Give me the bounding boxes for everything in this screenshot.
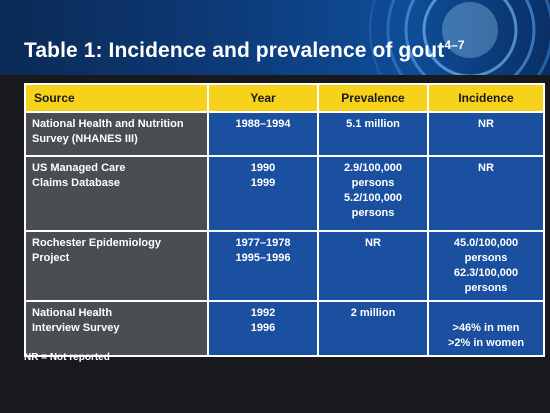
cell-line: persons: [351, 177, 395, 189]
cell-line: 5.2/100,000: [343, 192, 403, 204]
cell-line: 5.1 million: [346, 118, 400, 130]
cell-prevalence: 2 million: [317, 300, 429, 357]
cell-spacer: [435, 306, 537, 321]
cell-line: 1992: [250, 307, 276, 319]
title-band: Table 1: Incidence and prevalence of gou…: [0, 0, 550, 75]
cell-line: National Health and Nutrition: [32, 118, 184, 130]
slide-title-text: Table 1: Incidence and prevalence of gou…: [24, 39, 445, 62]
cell-source: National Health Interview Survey: [24, 300, 209, 357]
cell-source: US Managed Care Claims Database: [24, 155, 209, 232]
cell-line: 1996: [250, 322, 276, 334]
slide-title: Table 1: Incidence and prevalence of gou…: [24, 38, 465, 63]
header-year: Year: [207, 83, 319, 113]
cell-line: persons: [464, 282, 508, 294]
table-row: National Health Interview Survey 1992 19…: [24, 300, 545, 357]
cell-prevalence: 5.1 million: [317, 111, 429, 157]
slide-title-superscript: 4–7: [444, 38, 465, 52]
cell-source: Rochester Epidemiology Project: [24, 230, 209, 302]
cell-line: 1995–1996: [235, 252, 291, 264]
cell-line: persons: [464, 252, 508, 264]
cell-year: 1977–1978 1995–1996: [207, 230, 319, 302]
cell-line: National Health: [32, 307, 113, 319]
cell-source: National Health and Nutrition Survey (NH…: [24, 111, 209, 157]
cell-incidence: >46% in men >2% in women: [427, 300, 545, 357]
cell-line: US Managed Care: [32, 162, 126, 174]
table-row: US Managed Care Claims Database 1990 199…: [24, 155, 545, 232]
table-row: Rochester Epidemiology Project 1977–1978…: [24, 230, 545, 302]
cell-line: 1977–1978: [235, 237, 291, 249]
cell-line: 1990: [250, 162, 276, 174]
decorative-rings: [369, 0, 550, 75]
cell-year: 1988–1994: [207, 111, 319, 157]
cell-incidence: NR: [427, 155, 545, 232]
table-header-row: Source Year Prevalence Incidence: [24, 83, 545, 113]
cell-line: NR: [365, 237, 381, 249]
cell-line: Rochester Epidemiology: [32, 237, 161, 249]
table-row: National Health and Nutrition Survey (NH…: [24, 111, 545, 157]
cell-line: Project: [32, 252, 70, 264]
cell-year: 1990 1999: [207, 155, 319, 232]
cell-line: persons: [351, 207, 395, 219]
gout-table: Source Year Prevalence Incidence Nationa…: [24, 83, 545, 357]
cell-line: NR: [478, 118, 494, 130]
cell-line: Survey (NHANES III): [32, 133, 138, 145]
header-source: Source: [24, 83, 209, 113]
cell-prevalence: 2.9/100,000 persons 5.2/100,000 persons: [317, 155, 429, 232]
header-prevalence: Prevalence: [317, 83, 429, 113]
cell-line: 1999: [250, 177, 276, 189]
cell-line: 1988–1994: [235, 118, 291, 130]
cell-line: Interview Survey: [32, 322, 120, 334]
cell-year: 1992 1996: [207, 300, 319, 357]
cell-line: >46% in men: [452, 322, 520, 334]
cell-line: 62.3/100,000: [453, 267, 519, 279]
cell-line: 2.9/100,000: [343, 162, 403, 174]
cell-line: 45.0/100,000: [453, 237, 519, 249]
header-incidence: Incidence: [427, 83, 545, 113]
footnote: NR = Not reported: [24, 352, 110, 363]
cell-line: >2% in women: [447, 337, 525, 349]
cell-line: NR: [478, 162, 494, 174]
cell-incidence: 45.0/100,000 persons 62.3/100,000 person…: [427, 230, 545, 302]
cell-line: 2 million: [350, 307, 396, 319]
cell-incidence: NR: [427, 111, 545, 157]
cell-line: Claims Database: [32, 177, 121, 189]
cell-prevalence: NR: [317, 230, 429, 302]
